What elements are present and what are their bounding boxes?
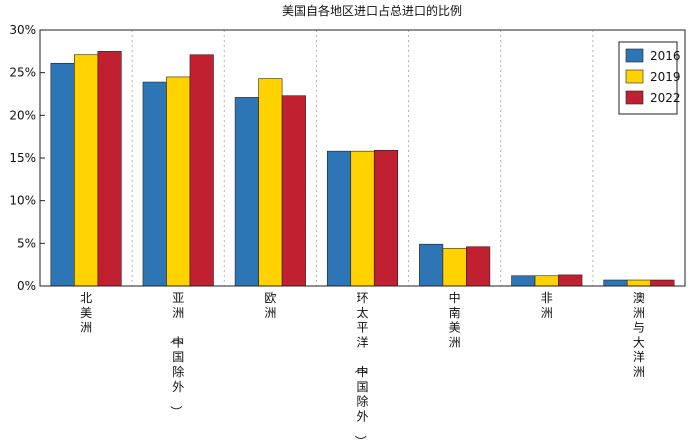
bar-2019-7 [626, 279, 651, 287]
legend-label-2022: 2022 [650, 91, 681, 105]
category-text: 北美洲 [80, 291, 92, 335]
x-category-label: 中南美洲 [449, 290, 461, 349]
bar-2016-7 [603, 279, 628, 287]
x-category-label: 环太平洋（中国除外） [353, 291, 368, 441]
x-category-label: 亚洲（中国除外） [169, 291, 184, 418]
bar-2022-3 [281, 95, 306, 287]
legend: 2016 2019 2022 [618, 41, 681, 115]
y-tick-label: 10% [9, 194, 36, 208]
bar-2016-1 [50, 62, 75, 287]
x-category-label: 非洲 [541, 291, 553, 320]
y-tick-label: 20% [9, 108, 36, 122]
y-tick-label: 5% [17, 236, 36, 250]
y-tick-label: 30% [9, 23, 36, 37]
bar-2019-3 [258, 78, 283, 287]
legend-swatch-2019 [625, 69, 644, 84]
bar-2016-6 [511, 275, 536, 287]
category-text: 环太平洋（中国除外） [353, 291, 368, 441]
x-category-label: 北美洲 [80, 291, 92, 335]
category-text: 澳洲与大洋洲 [633, 291, 645, 379]
x-category-label: 欧洲 [264, 291, 276, 320]
bars [50, 51, 675, 287]
bar-2022-6 [558, 274, 583, 287]
y-tick-label: 25% [9, 66, 36, 80]
y-tick-label: 0% [17, 279, 36, 293]
category-text: 亚洲（中国除外） [169, 291, 184, 418]
bar-2019-2 [166, 76, 191, 287]
bar-2022-5 [466, 246, 491, 287]
bar-2016-2 [142, 81, 167, 287]
legend-label-2016: 2016 [650, 49, 681, 63]
legend-label-2019: 2019 [650, 70, 681, 84]
bar-2019-4 [350, 150, 375, 287]
category-text: 非洲 [541, 291, 553, 320]
category-text: 欧洲 [264, 291, 276, 320]
bar-2016-4 [326, 150, 352, 287]
bar-2016-5 [419, 243, 444, 287]
bar-2019-1 [74, 54, 99, 287]
x-axis: 北美洲 亚洲（中国除外） 欧洲 环太平洋（中国除外） 中南美洲 非洲 澳洲与大洋洲 [80, 290, 645, 441]
bar-2016-3 [234, 97, 259, 287]
bar-2022-1 [97, 51, 122, 287]
bar-2019-5 [442, 248, 467, 287]
plot-frame [39, 29, 686, 287]
bar-2022-4 [373, 150, 399, 287]
bar-2022-7 [650, 279, 675, 287]
y-tick-label: 15% [9, 151, 36, 165]
bar-2022-2 [189, 54, 214, 287]
legend-swatch-2022 [625, 90, 644, 105]
bar-2019-6 [534, 275, 559, 287]
chart-title: 美国自各地区进口占总进口的比例 [282, 3, 462, 18]
x-category-label: 澳洲与大洋洲 [633, 291, 645, 379]
category-text: 中南美洲 [449, 290, 461, 349]
y-axis: 0% 5% 10% 15% 20% 25% 30% [9, 23, 45, 293]
legend-swatch-2016 [625, 48, 644, 63]
